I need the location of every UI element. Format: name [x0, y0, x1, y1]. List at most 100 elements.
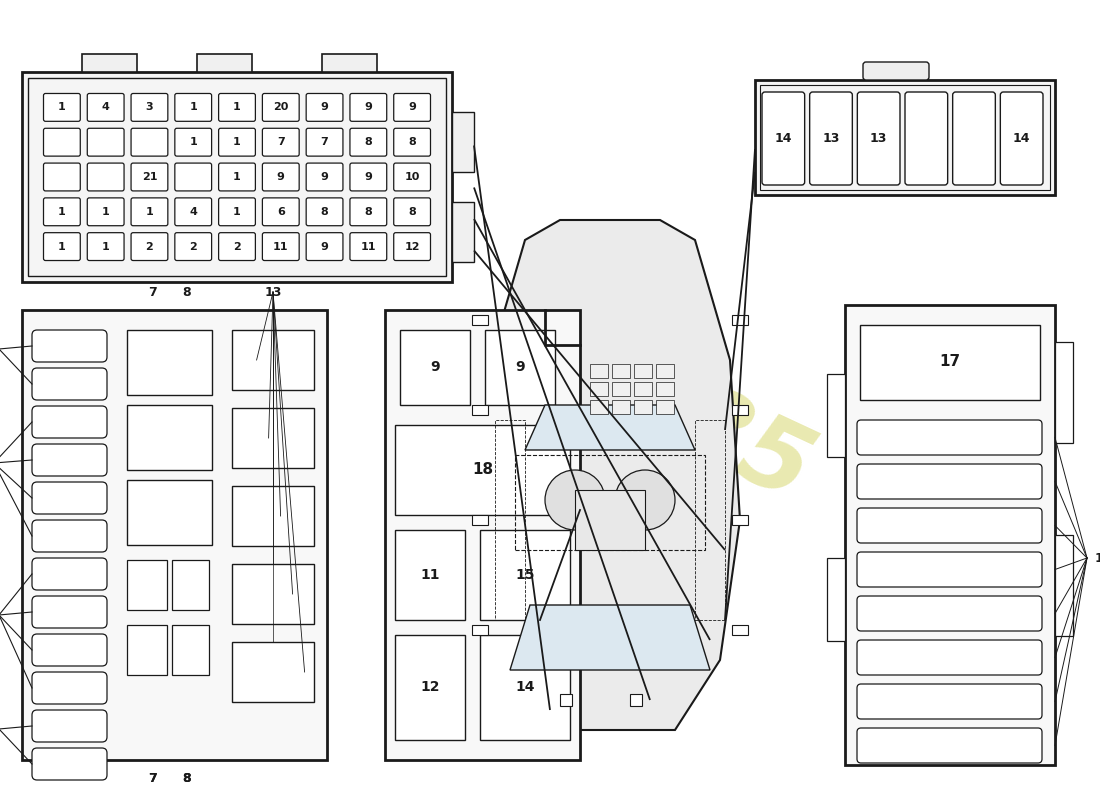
Bar	[126, 405, 212, 470]
Bar	[760, 85, 1050, 190]
Text: 9: 9	[408, 102, 416, 112]
Bar	[612, 364, 630, 378]
Text: 7: 7	[148, 286, 157, 298]
Text: 9: 9	[364, 172, 372, 182]
Text: 2: 2	[145, 242, 153, 251]
Text: 9: 9	[320, 242, 329, 251]
FancyBboxPatch shape	[857, 92, 900, 185]
FancyBboxPatch shape	[394, 128, 430, 156]
FancyBboxPatch shape	[175, 198, 211, 226]
FancyBboxPatch shape	[810, 92, 853, 185]
FancyBboxPatch shape	[219, 198, 255, 226]
Bar	[634, 364, 652, 378]
Bar	[395, 425, 570, 515]
FancyBboxPatch shape	[350, 163, 387, 191]
FancyBboxPatch shape	[87, 198, 124, 226]
Bar	[232, 486, 314, 546]
Bar	[322, 54, 377, 72]
FancyBboxPatch shape	[1000, 92, 1043, 185]
FancyBboxPatch shape	[32, 482, 107, 514]
FancyBboxPatch shape	[905, 92, 948, 185]
FancyBboxPatch shape	[857, 596, 1042, 631]
Text: 2: 2	[233, 242, 241, 251]
Text: 1: 1	[58, 242, 66, 251]
Text: 11: 11	[273, 242, 288, 251]
FancyBboxPatch shape	[44, 163, 80, 191]
Bar	[22, 72, 452, 282]
Bar	[385, 310, 580, 760]
Bar	[827, 374, 845, 457]
FancyBboxPatch shape	[131, 163, 168, 191]
Text: 9: 9	[515, 360, 525, 374]
Text: 13: 13	[264, 286, 282, 298]
FancyBboxPatch shape	[131, 233, 168, 261]
Bar	[232, 408, 314, 468]
Bar	[232, 564, 314, 624]
Bar	[172, 625, 209, 675]
FancyBboxPatch shape	[219, 163, 255, 191]
FancyBboxPatch shape	[306, 198, 343, 226]
Bar	[612, 400, 630, 414]
Bar	[755, 80, 1055, 195]
Text: 1: 1	[102, 242, 110, 251]
Circle shape	[615, 470, 675, 530]
Bar	[575, 490, 645, 550]
Bar	[126, 330, 212, 395]
FancyBboxPatch shape	[219, 233, 255, 261]
Text: 1985: 1985	[534, 317, 827, 523]
FancyBboxPatch shape	[350, 128, 387, 156]
Bar	[82, 54, 138, 72]
Bar	[656, 382, 674, 396]
Text: 8: 8	[183, 771, 190, 785]
FancyBboxPatch shape	[857, 684, 1042, 719]
FancyBboxPatch shape	[44, 128, 80, 156]
FancyBboxPatch shape	[857, 728, 1042, 763]
Text: 1: 1	[189, 138, 197, 147]
Text: 7: 7	[148, 771, 157, 785]
Text: 8: 8	[364, 138, 372, 147]
Bar	[656, 400, 674, 414]
Bar	[28, 78, 446, 276]
Bar	[656, 364, 674, 378]
FancyBboxPatch shape	[44, 233, 80, 261]
Bar	[732, 625, 748, 635]
Bar	[732, 515, 748, 525]
FancyBboxPatch shape	[394, 94, 430, 122]
FancyBboxPatch shape	[32, 596, 107, 628]
Bar	[472, 515, 488, 525]
Bar	[22, 310, 327, 760]
Text: 13: 13	[823, 132, 839, 145]
FancyBboxPatch shape	[263, 128, 299, 156]
FancyBboxPatch shape	[762, 92, 805, 185]
Bar	[472, 315, 488, 325]
Text: 9: 9	[430, 360, 440, 374]
FancyBboxPatch shape	[394, 163, 430, 191]
Bar	[232, 330, 314, 390]
Bar	[634, 400, 652, 414]
FancyBboxPatch shape	[87, 163, 124, 191]
Circle shape	[544, 470, 605, 530]
Text: 8: 8	[183, 771, 190, 785]
FancyBboxPatch shape	[306, 233, 343, 261]
Bar	[732, 405, 748, 415]
Text: 1: 1	[58, 206, 66, 217]
Bar	[732, 315, 748, 325]
Bar	[126, 625, 167, 675]
Text: 8: 8	[408, 206, 416, 217]
Bar	[480, 635, 570, 740]
FancyBboxPatch shape	[953, 92, 996, 185]
FancyBboxPatch shape	[864, 62, 930, 80]
FancyBboxPatch shape	[44, 94, 80, 122]
FancyBboxPatch shape	[175, 128, 211, 156]
FancyBboxPatch shape	[394, 198, 430, 226]
FancyBboxPatch shape	[350, 198, 387, 226]
FancyBboxPatch shape	[394, 233, 430, 261]
FancyBboxPatch shape	[219, 128, 255, 156]
Text: 7: 7	[321, 138, 329, 147]
FancyBboxPatch shape	[32, 672, 107, 704]
FancyBboxPatch shape	[32, 710, 107, 742]
Text: 15: 15	[515, 568, 535, 582]
Text: 21: 21	[142, 172, 157, 182]
Text: 20: 20	[273, 102, 288, 112]
Bar	[560, 694, 572, 706]
